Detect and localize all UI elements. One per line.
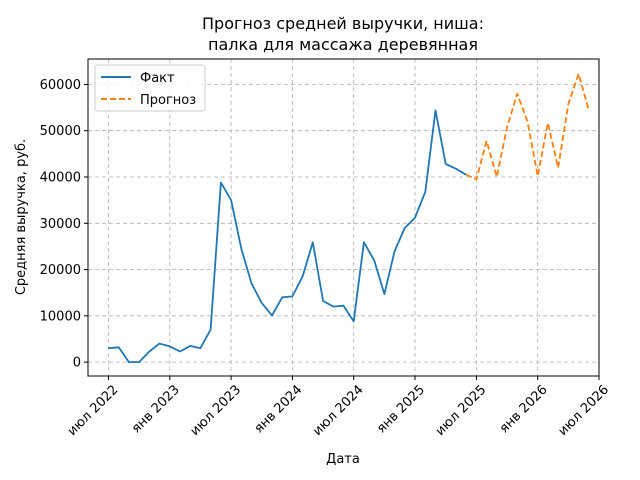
axis-ticks: июл 2022 янв 2023 июл 2023 янв 2024 июл 2024… — [40, 78, 612, 439]
x-tick-label: июл 2022 — [65, 382, 122, 439]
x-tick-label: июл 2026 — [556, 382, 613, 439]
y-tick-label: 10000 — [40, 309, 81, 324]
x-tick-label: янв 2026 — [497, 382, 551, 436]
series-line-forecast — [465, 72, 590, 181]
x-tick-label: янв 2024 — [252, 382, 306, 436]
x-tick-label: июл 2023 — [188, 382, 245, 439]
y-tick-label: 50000 — [40, 124, 81, 139]
chart-title-line-1: Прогноз средней выручки, ниша: — [202, 14, 484, 33]
legend-label-forecast: Прогноз — [140, 93, 196, 108]
chart-title-line-2: палка для массажа деревянная — [208, 35, 478, 54]
legend: Факт Прогноз — [94, 64, 206, 112]
y-tick-label: 30000 — [40, 217, 81, 232]
x-tick-label: янв 2025 — [374, 382, 428, 436]
y-axis-label: Средняя выручка, руб. — [14, 139, 29, 295]
x-tick-label: янв 2023 — [129, 382, 183, 436]
y-tick-label: 0 — [73, 356, 81, 371]
series-line-fact — [108, 109, 467, 364]
plot-series — [108, 72, 590, 364]
x-axis-label: Дата — [326, 452, 360, 467]
plot-frame — [87, 58, 600, 377]
y-tick-label: 20000 — [40, 263, 81, 278]
x-tick-label: июл 2024 — [310, 382, 367, 439]
grid-lines — [88, 59, 600, 376]
y-tick-label: 60000 — [40, 78, 81, 93]
x-tick-label: июл 2025 — [433, 382, 490, 439]
y-tick-label: 40000 — [40, 171, 81, 186]
legend-label-fact: Факт — [140, 71, 175, 86]
